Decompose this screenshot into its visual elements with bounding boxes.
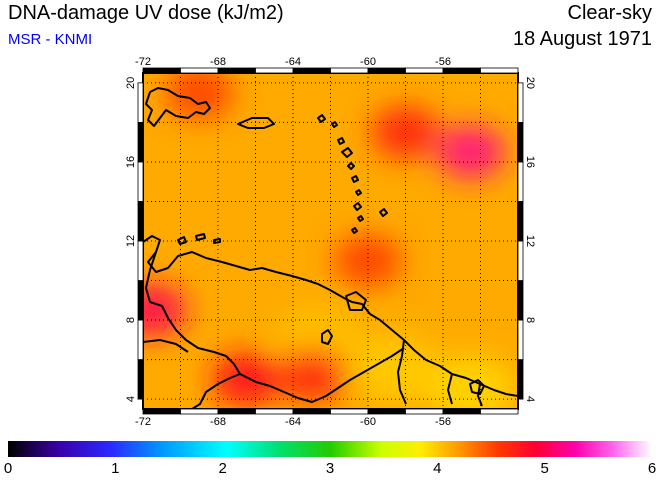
frame-segment [367,408,406,415]
dose-spot [277,349,346,402]
axis-ticks [137,67,524,415]
lat-tick-label: 8 [125,317,137,323]
lon-tick-label: -68 [210,416,226,428]
frame-segment [292,67,331,74]
lat-tick-label: 12 [524,235,536,247]
frame-segment [442,408,481,415]
colorbar [8,441,652,457]
dose-field [143,73,518,409]
frame-segment [517,280,524,321]
date-label: 18 August 1971 [512,28,652,50]
lat-tick-label: 16 [524,156,536,168]
frame-segment [255,67,294,74]
dose-spot [212,353,280,406]
colorbar-tick-label: 4 [433,460,442,477]
lon-tick-label: -72 [135,56,151,68]
source-label: MSR - KNMI [8,31,93,48]
frame-segment [137,82,144,123]
lat-tick-label: 16 [125,156,137,168]
frame-segment [255,408,294,415]
dose-spot [437,126,505,179]
frame-segment [217,67,256,74]
colorbar-tick-label: 5 [540,460,549,477]
frame-segment [217,408,256,415]
frame-segment [142,408,181,415]
frame-segment [137,161,144,202]
frame-segment [517,122,524,163]
map-title: DNA-damage UV dose (kJ/m2) [8,2,284,24]
frame-segment [442,67,481,74]
frame-segment [137,201,144,242]
coastlines [143,87,518,409]
frame-segment [517,201,524,242]
frame-segment [137,122,144,163]
lat-tick-label: 4 [125,396,137,402]
frame-segment [517,82,524,123]
frame-segment [142,67,181,74]
graticule [143,73,518,409]
frame-segment [137,240,144,281]
lon-tick-label: -56 [435,56,451,68]
frame-segment [180,67,219,74]
frame-segment [517,359,524,400]
sky-condition-label: Clear-sky [567,2,652,24]
lat-tick-label: 20 [524,77,536,89]
colorbar-tick-label: 3 [325,460,335,477]
frame-segment [137,359,144,400]
axis-tick-labels: -72 -72 -68 -68 -64 -64 -60 -60 -56 -56 20 20 16 16 12… [125,56,536,428]
lon-tick-label: -56 [435,416,451,428]
frame-segment [137,319,144,360]
frame-segment [330,408,369,415]
frame-segment [517,240,524,281]
frame-segment [480,67,519,74]
frame-segment [517,319,524,360]
frame-segment [292,408,331,415]
lon-tick-label: -72 [135,416,151,428]
dose-spot [371,106,440,159]
lat-tick-label: 12 [125,235,137,247]
lon-tick-label: -64 [285,56,301,68]
colorbar-tick-label: 2 [218,460,227,477]
frame-segment [480,408,519,415]
frame-segment [180,408,219,415]
dose-spot [165,73,234,119]
lon-tick-label: -68 [210,56,226,68]
frame-segment [517,161,524,202]
colorbar-tick-label: 0 [3,460,13,477]
frame-segment [330,67,369,74]
dose-spot [351,335,441,404]
dose-spot [334,234,402,287]
lat-tick-label: 8 [524,317,536,323]
lon-tick-label: -60 [360,416,376,428]
colorbar-tick-label: 6 [647,460,657,477]
lat-tick-label: 20 [125,77,137,89]
colorbar-tick-label: 1 [111,460,120,477]
lat-tick-label: 4 [524,396,536,402]
lon-tick-label: -60 [360,56,376,68]
frame-segment [405,67,444,74]
lon-tick-label: -64 [285,416,301,428]
frame-segment [137,280,144,321]
frame-segment [405,408,444,415]
frame-segment [367,67,406,74]
